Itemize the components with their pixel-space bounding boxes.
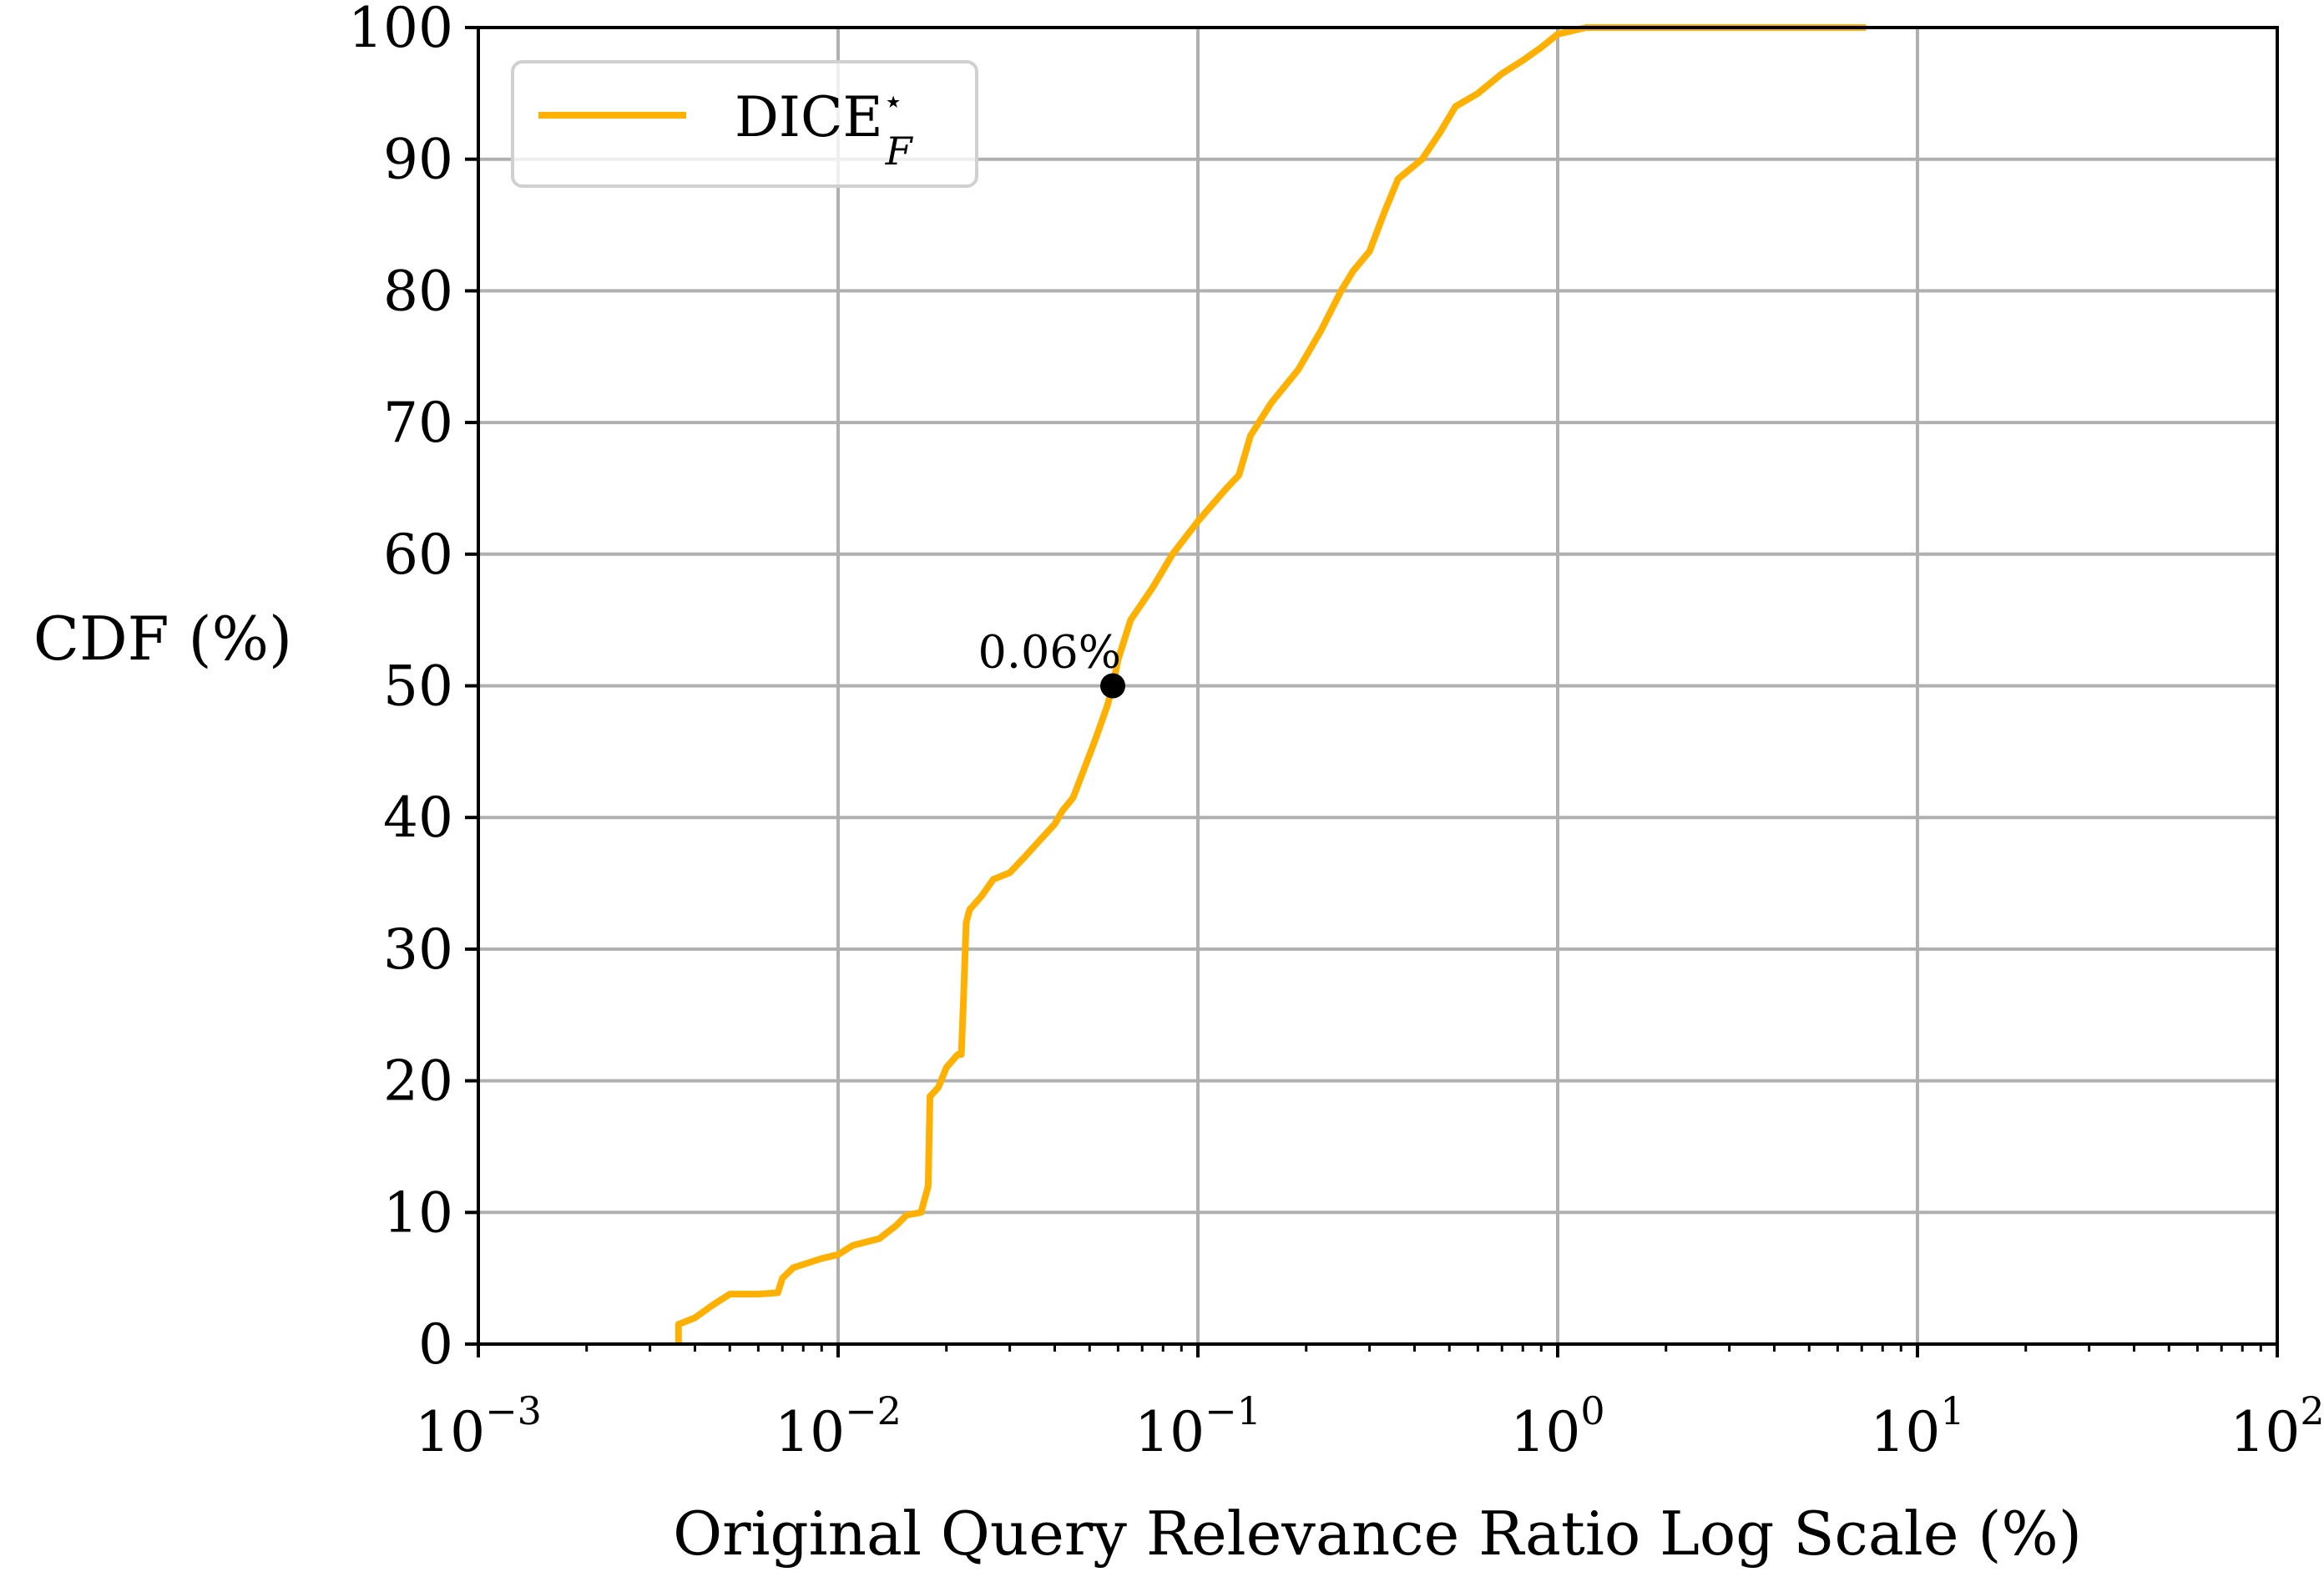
median-annotation-label: 0.06% [978, 626, 1121, 679]
x-tick-label: 10−1 [1134, 1388, 1261, 1464]
series-layer [674, 24, 1867, 1344]
y-tick-label: 20 [383, 1049, 453, 1114]
y-tick-label: 30 [383, 917, 453, 982]
major-ticks [465, 26, 2279, 1357]
y-tick-label: 50 [383, 655, 453, 719]
y-tick-label: 10 [383, 1180, 453, 1245]
y-tick-label: 40 [383, 786, 453, 850]
x-tick-label-base: 10 [2230, 1400, 2300, 1464]
legend-label-sup: ⋆ [883, 83, 904, 121]
y-axis-label: CDF (%) [33, 604, 292, 674]
x-tick-label-exponent: −3 [485, 1388, 542, 1433]
y-tick-label: 90 [383, 128, 453, 192]
x-tick-label: 100 [1510, 1388, 1604, 1464]
y-tick-label: 0 [418, 1312, 453, 1377]
plot-frame [477, 26, 2279, 1346]
x-tick-label-base: 10 [415, 1400, 485, 1464]
series-line [674, 24, 1867, 1344]
y-tick-labels: 0 10 20 30 40 50 60 70 80 90 100 [348, 0, 453, 1377]
y-tick-label: 80 [383, 259, 453, 323]
x-tick-label-base: 10 [775, 1400, 845, 1464]
x-tick-label-exponent: −1 [1205, 1388, 1261, 1433]
x-tick-label: 101 [1870, 1388, 1964, 1464]
y-tick-label: 70 [383, 391, 453, 455]
x-tick-label-exponent: 2 [2300, 1388, 2324, 1433]
x-tick-label-base: 10 [1870, 1400, 1940, 1464]
x-tick-label-base: 10 [1510, 1400, 1580, 1464]
y-tick-label: 60 [383, 523, 453, 587]
x-tick-label-base: 10 [1134, 1400, 1205, 1464]
x-tick-label: 10−2 [775, 1388, 902, 1464]
x-tick-label-exponent: −2 [845, 1388, 902, 1433]
legend-box [511, 60, 978, 188]
x-axis-label: Original Query Relevance Ratio Log Scale… [673, 1499, 2082, 1569]
x-tick-label-exponent: 1 [1940, 1388, 1964, 1433]
legend: DICE⋆ F [511, 60, 978, 188]
legend-label: DICE⋆ F [735, 83, 914, 174]
median-marker [1100, 673, 1126, 699]
legend-label-sub: F [885, 129, 914, 174]
x-tick-label-exponent: 0 [1580, 1388, 1604, 1433]
x-tick-labels: 10−3 10−2 10−1 100 101 102 [415, 1388, 2324, 1464]
annotation: 0.06% [978, 626, 1126, 699]
x-tick-label: 10−3 [415, 1388, 542, 1464]
x-tick-label: 102 [2230, 1388, 2324, 1464]
legend-label-base: DICE [735, 85, 883, 149]
y-tick-label: 100 [348, 0, 453, 60]
minor-ticks [585, 1344, 2262, 1352]
